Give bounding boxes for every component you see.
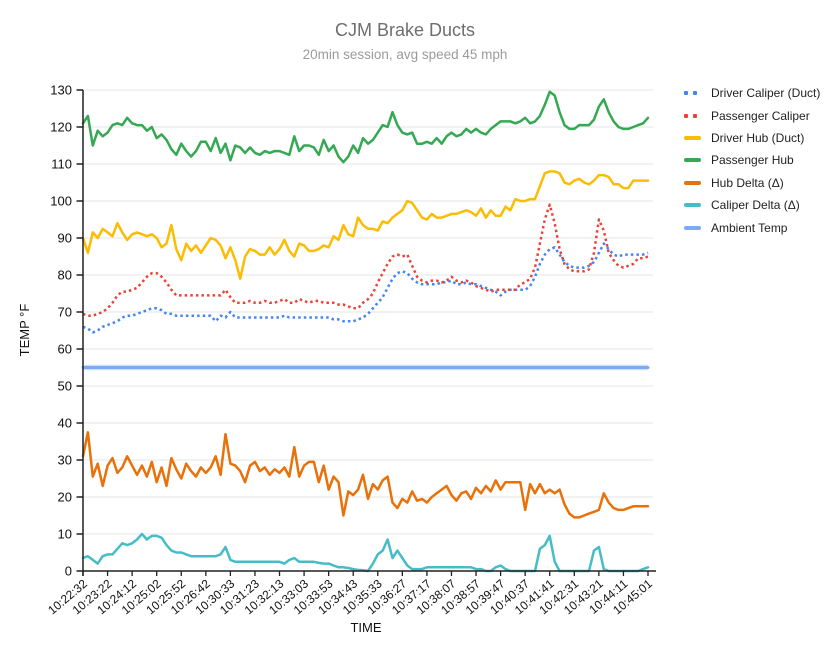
y-tick-label: 0 xyxy=(65,564,72,579)
y-tick-label: 100 xyxy=(50,194,72,209)
y-tick-label: 60 xyxy=(58,342,72,357)
y-tick-label: 40 xyxy=(58,416,72,431)
y-axis-title: TEMP °F xyxy=(17,304,32,357)
series-passenger-hub-line xyxy=(81,90,650,164)
legend-dotted-line-icon xyxy=(684,91,702,96)
y-tick-label: 120 xyxy=(50,120,72,135)
series-driver-caliper-duct-line xyxy=(82,242,649,334)
legend-label: Passenger Hub xyxy=(711,153,794,168)
legend-label: Driver Caliper (Duct) xyxy=(711,86,821,101)
series-passenger-caliper-line xyxy=(82,203,649,317)
legend-item-ambient-temp[interactable]: Ambient Temp xyxy=(684,216,820,238)
legend-item-driver-caliper-duct[interactable]: Driver Caliper (Duct) xyxy=(684,82,820,104)
legend-label: Ambient Temp xyxy=(711,220,788,235)
chart-title: CJM Brake Ducts xyxy=(334,20,476,40)
series-driver-hub-duct-line xyxy=(81,170,650,280)
y-tick-label: 50 xyxy=(58,379,72,394)
chart-legend: Driver Caliper (Duct) Passenger Caliper Dr… xyxy=(684,82,820,239)
series-hub-delta-line xyxy=(81,431,650,519)
y-tick-label: 30 xyxy=(58,453,72,468)
y-tick-label: 20 xyxy=(58,490,72,505)
x-axis-title: TIME xyxy=(350,620,381,635)
y-tick-label: 10 xyxy=(58,527,72,542)
legend-item-hub-delta[interactable]: Hub Delta (Δ) xyxy=(684,172,820,194)
y-tick-label: 110 xyxy=(51,157,72,172)
legend-item-passenger-hub[interactable]: Passenger Hub xyxy=(684,149,820,171)
y-tick-label: 80 xyxy=(58,268,72,283)
legend-label: Caliper Delta (Δ) xyxy=(711,198,800,213)
legend-label: Passenger Caliper xyxy=(711,108,810,123)
y-tick-label: 70 xyxy=(58,305,72,320)
legend-label: Hub Delta (Δ) xyxy=(711,175,784,190)
series-caliper-delta-line xyxy=(81,532,650,573)
legend-dotted-line-icon xyxy=(684,113,702,118)
y-tick-label: 90 xyxy=(58,231,72,246)
legend-item-passenger-caliper[interactable]: Passenger Caliper xyxy=(684,104,820,126)
legend-item-caliper-delta[interactable]: Caliper Delta (Δ) xyxy=(684,194,820,216)
legend-line-icon xyxy=(684,135,702,140)
legend-label: Driver Hub (Duct) xyxy=(711,130,805,145)
legend-line-icon xyxy=(684,203,702,208)
legend-line-icon xyxy=(684,180,702,185)
legend-item-driver-hub-duct[interactable]: Driver Hub (Duct) xyxy=(684,127,820,149)
chart-subtitle: 20min session, avg speed 45 mph xyxy=(302,47,508,62)
legend-line-icon xyxy=(684,158,702,163)
legend-line-icon xyxy=(684,225,702,230)
y-tick-label: 130 xyxy=(50,83,72,98)
